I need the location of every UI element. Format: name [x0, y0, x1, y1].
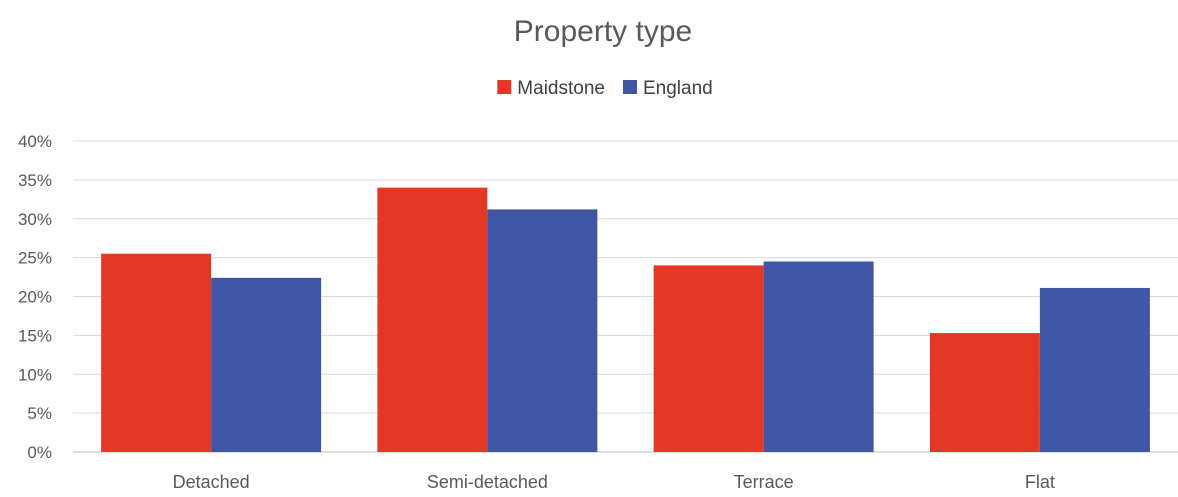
y-tick-label: 0%	[27, 443, 52, 462]
y-tick-label: 30%	[18, 210, 52, 229]
chart-title: Property type	[514, 15, 692, 48]
bar-england-detached	[211, 277, 322, 452]
legend: Maidstone England	[497, 78, 713, 99]
y-tick-label: 20%	[18, 288, 52, 307]
x-tick-label: Semi-detached	[427, 472, 548, 492]
x-tick-label: Detached	[173, 472, 250, 492]
y-tick-label: 10%	[18, 365, 52, 384]
bar-maidstone-flat	[929, 333, 1040, 452]
x-tick-label: Flat	[1025, 472, 1055, 492]
y-tick-label: 5%	[27, 404, 52, 423]
x-tick-label: Terrace	[734, 472, 794, 492]
bar-maidstone-detached	[101, 253, 212, 452]
legend-label-england: England	[643, 78, 713, 99]
bar-england-semi-detached	[487, 209, 598, 452]
bars	[101, 187, 1150, 452]
x-axis: Detached Semi-detached Terrace Flat	[173, 472, 1055, 492]
legend-swatch-england	[622, 80, 637, 94]
y-tick-label: 35%	[18, 171, 52, 190]
y-tick-label: 40%	[18, 132, 52, 151]
legend-label-maidstone: Maidstone	[517, 78, 605, 99]
bar-maidstone-terrace	[653, 265, 764, 452]
y-axis: 0% 5% 10% 15% 20% 25% 30% 35% 40%	[18, 132, 52, 462]
y-tick-label: 25%	[18, 249, 52, 268]
y-tick-label: 15%	[18, 326, 52, 345]
bar-maidstone-semi-detached	[377, 187, 488, 452]
bar-england-terrace	[763, 261, 874, 452]
bar-england-flat	[1039, 287, 1150, 452]
legend-swatch-maidstone	[497, 80, 512, 94]
